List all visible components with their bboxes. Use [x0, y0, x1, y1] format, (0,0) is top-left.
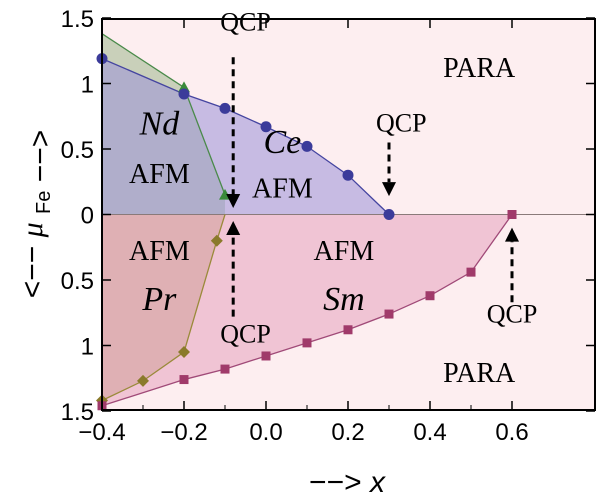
qcp-arrow-pr-bottom-head	[226, 221, 241, 236]
x-tick-label-2: 0.0	[249, 419, 282, 446]
qcp-arrows	[226, 57, 519, 317]
x-tick-label-3: 0.2	[331, 419, 364, 446]
axis-ticks	[101, 17, 595, 412]
marker-ce-1	[178, 88, 190, 100]
qcp-arrow-ce-top-head	[226, 193, 241, 208]
label-afm-9: AFM	[314, 236, 375, 267]
label-afm-4: AFM	[252, 173, 313, 204]
marker-sm-3	[384, 309, 394, 319]
qcp-arrow-sm-end-head	[505, 227, 519, 242]
label-sm-10: Sm	[323, 281, 365, 318]
qcp-arrow-ce-end-head	[382, 182, 396, 197]
x-tick-label-1: −0.2	[160, 419, 207, 446]
x-axis-title: −−> x	[309, 466, 386, 499]
x-axis-variable: x	[368, 466, 386, 499]
marker-ce-3	[260, 121, 272, 133]
marker-sm-1	[466, 267, 476, 277]
label-qcp-5: QCP	[220, 8, 271, 37]
x-axis-arrow-text: −−>	[309, 466, 370, 499]
label-para-0: PARA	[443, 53, 516, 84]
label-afm-7: AFM	[129, 236, 190, 267]
y-tick-label-1: 1	[81, 72, 94, 99]
y-axis-subscript: Fe	[33, 191, 55, 214]
marker-ce-2	[219, 102, 231, 114]
marker-pr-2	[137, 374, 149, 387]
axis-tick-labels: −0.4 −0.2 0.0 0.2 0.4 0.6 1.5 1 0.5 0 0.5 1 1.5	[61, 6, 529, 446]
y-axis-left-arrow: <−−	[16, 246, 49, 299]
region-ce	[102, 58, 389, 215]
y-tick-label-3: 0	[81, 203, 94, 230]
marker-sm-4	[343, 325, 353, 335]
marker-sm-5	[302, 338, 312, 348]
y-axis-mu-symbol: μ	[16, 222, 49, 238]
marker-ce-6	[383, 209, 395, 220]
marker-ce-5	[342, 169, 354, 181]
marker-sm-2	[425, 291, 435, 301]
y-tick-label-4: 0.5	[61, 268, 94, 295]
marker-sm-6	[261, 351, 271, 361]
y-axis-right-arrow: −−>	[24, 130, 57, 183]
y-tick-label-0: 1.5	[61, 6, 94, 33]
label-qcp-12: QCP	[487, 300, 538, 329]
y-tick-label-6: 1.5	[61, 399, 94, 426]
marker-ce-4	[301, 140, 313, 152]
label-afm-2: AFM	[129, 159, 190, 190]
label-para-13: PARA	[443, 358, 516, 389]
y-tick-label-2: 0.5	[61, 137, 94, 164]
marker-sm-0	[507, 210, 517, 219]
label-pr-8: Pr	[141, 281, 177, 318]
phase-regions	[102, 33, 512, 406]
boundary-line-sm	[101, 214, 513, 407]
marker-sm-7	[220, 364, 230, 374]
data-markers	[96, 53, 517, 411]
y-axis-title-text: <−− μ Fe −−>	[16, 130, 57, 299]
label-ce-3: Ce	[264, 124, 302, 161]
y-axis-title: <−− μ Fe −−>	[16, 130, 57, 299]
y-tick-label-5: 1	[81, 334, 94, 361]
marker-pr-0	[210, 234, 223, 247]
label-qcp-11: QCP	[220, 319, 271, 348]
label-nd-1: Nd	[139, 106, 181, 143]
marker-sm-8	[179, 375, 189, 385]
label-qcp-6: QCP	[376, 108, 427, 137]
region-sm	[102, 214, 512, 406]
x-tick-label-0: −0.4	[78, 419, 125, 446]
marker-pr-1	[178, 346, 190, 359]
region-labels: PARA Nd AFM Ce AFM QCP QCP AFM Pr AFM Sm QCP QCP PARA	[129, 8, 537, 390]
x-tick-label-4: 0.4	[413, 419, 446, 446]
x-tick-label-5: 0.6	[495, 419, 528, 446]
